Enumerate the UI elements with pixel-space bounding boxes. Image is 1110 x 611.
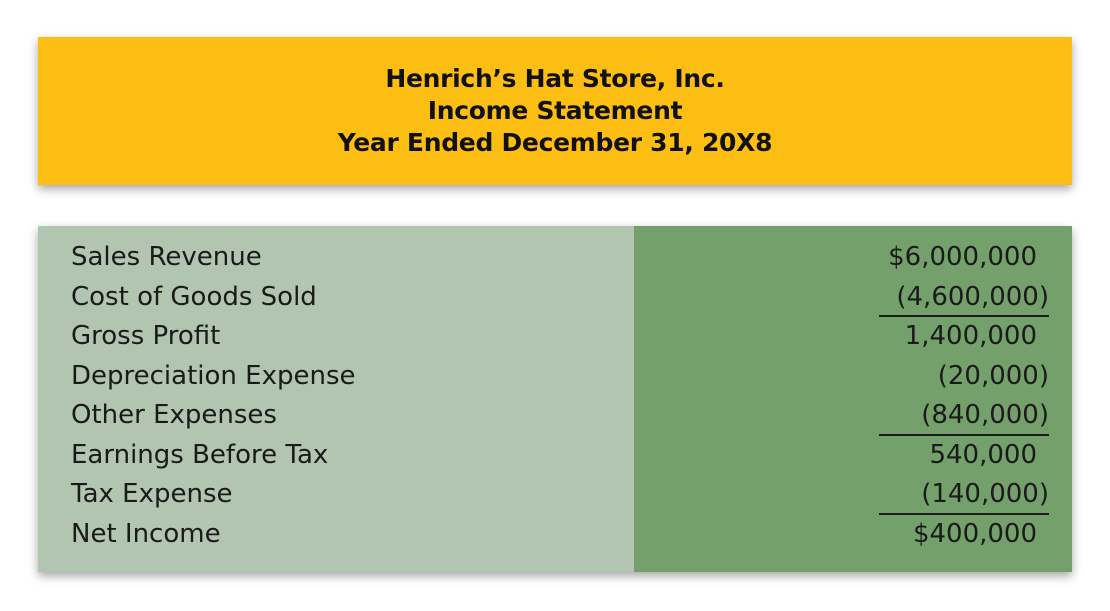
statement-header: Henrich’s Hat Store, Inc. Income Stateme…: [38, 37, 1072, 185]
line-item-values: $6,000,000 (4,600,000) 1,400,000 (20,000…: [634, 226, 1072, 572]
value-depreciation-expense: (20,000): [937, 360, 1049, 391]
statement-period: Year Ended December 31, 20X8: [337, 128, 773, 157]
label-depreciation-expense: Depreciation Expense: [71, 360, 356, 391]
value-tax-expense: (140,000): [879, 475, 1049, 515]
label-net-income: Net Income: [71, 518, 221, 549]
line-item-labels: Sales Revenue Cost of Goods Sold Gross P…: [38, 226, 634, 572]
label-gross-profit: Gross Profit: [71, 321, 221, 351]
value-gross-profit: 1,400,000: [904, 321, 1037, 351]
income-statement-table: Sales Revenue Cost of Goods Sold Gross P…: [38, 226, 1072, 572]
value-cost-of-goods-sold: (4,600,000): [879, 278, 1049, 317]
label-earnings-before-tax: Earnings Before Tax: [71, 439, 329, 470]
statement-title: Income Statement: [427, 96, 683, 125]
label-tax-expense: Tax Expense: [71, 479, 233, 509]
label-sales-revenue: Sales Revenue: [71, 242, 262, 272]
value-net-income: $400,000: [912, 518, 1037, 549]
value-other-expenses: (840,000): [879, 396, 1049, 436]
label-other-expenses: Other Expenses: [71, 400, 277, 430]
label-cost-of-goods-sold: Cost of Goods Sold: [71, 281, 317, 312]
value-sales-revenue: $6,000,000: [888, 242, 1037, 272]
value-earnings-before-tax: 540,000: [929, 439, 1037, 470]
company-name: Henrich’s Hat Store, Inc.: [385, 64, 725, 93]
